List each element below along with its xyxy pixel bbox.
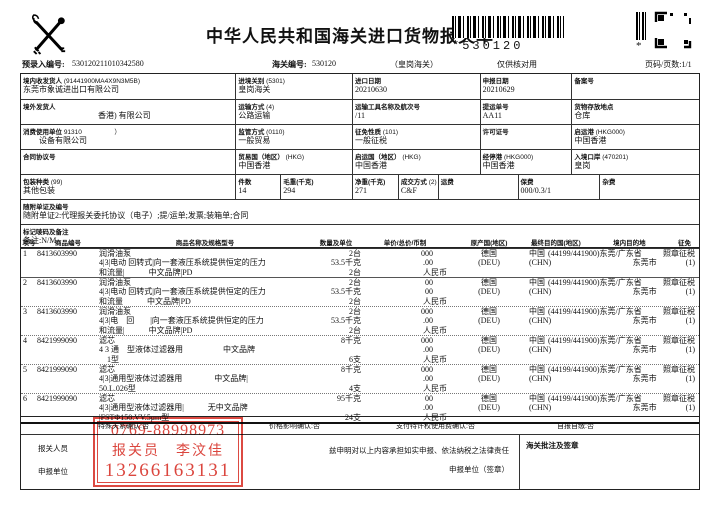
special-relation-confirm: 特殊关系确认:否 — [98, 423, 149, 430]
item-duty: 照章征税 — [663, 249, 695, 258]
barcode: *530120 — [452, 16, 564, 53]
stamp-mobile: 13266163131 — [104, 460, 232, 481]
field-trade-country: 贸易国（地区） (HKG) 中国香港 — [235, 150, 352, 174]
field-transaction-terms: 成交方式 (2) C&F — [397, 175, 438, 199]
field-vessel-voyage: 运输工具名称及航次号 /11 — [352, 100, 480, 124]
col-hs-code: 商品编号 — [55, 240, 81, 247]
col-domestic-dest: 境内目的地 — [613, 240, 646, 247]
confirmation-row: 特殊关系确认:否 价格影响确认:否 支付特许权使用费确认:否 自报自缴:否 — [21, 417, 699, 435]
check-note: 仅供核对用 — [497, 60, 537, 69]
field-insurance: 保费 000/0.3/1 — [517, 175, 600, 199]
barcode-stripes — [452, 16, 564, 38]
field-departure-port: 启运港 (HKG000) 中国香港 — [571, 125, 699, 149]
item-no: 1 — [23, 249, 27, 258]
item-dest: 中国 — [529, 249, 545, 258]
field-entry-customs: 进境关别 (5301) 皇岗海关 — [235, 74, 352, 99]
field-consumer-unit: 消费使用单位 91310 ） 设备有限公司 — [23, 129, 121, 145]
pre-entry-number: 530120211010342580 — [72, 59, 144, 68]
goods-table-header: 项号 商品编号 商品名称及规格型号 数量及单位 单价/总价/币制 原产国(地区)… — [21, 236, 699, 249]
customs-note-label: 海关批注及签章 — [526, 441, 579, 450]
field-row: 合同协议号 贸易国（地区） (HKG) 中国香港 启运国（地区） (HKG) 中… — [21, 149, 699, 174]
item-qty: 2台 — [349, 249, 361, 258]
field-row: 包装种类 (99) 其他包装 件数 14 毛重(千克) 294 净重(千克) 2… — [21, 174, 699, 199]
col-price-currency: 单价/总价/币制 — [383, 240, 427, 247]
page-note: 页码/页数:1/1 — [645, 60, 692, 69]
col-origin-country: 原产国(地区) — [470, 240, 508, 247]
field-consignee: 境内收发货人 (91441900MA4X9N3M5B) 东莞市象诚进出口有限公司 — [21, 74, 235, 99]
field-row: 消费使用单位 91310 ） 设备有限公司 监管方式 (0110) 一般贸易 征… — [21, 124, 699, 149]
port-note: （皇岗海关） — [390, 60, 438, 69]
col-dest-country: 最终目的国(地区) — [531, 240, 581, 247]
goods-table: 项号 商品编号 商品名称及规格型号 数量及单位 单价/总价/币制 原产国(地区)… — [20, 236, 700, 424]
meta-line: 预录入编号: 530120211010342580 海关编号: 530120 （… — [0, 59, 720, 71]
declare-unit-label: 申报单位 — [38, 467, 68, 476]
goods-row-3: 3 8413603990 润滑油泵 2台 000 德国 中国 (44199/441900)东莞… — [21, 306, 699, 335]
field-value: 东莞市象诚进出口有限公司 — [23, 85, 119, 94]
sign-label: 申报单位（签章） — [449, 465, 509, 474]
agent-label: 报关人员 — [38, 444, 68, 453]
customs-number: 530120 — [312, 59, 336, 68]
field-supervision-mode: 监管方式 (0110) 一般贸易 — [235, 125, 352, 149]
goods-row-1: 1 8413603990 润滑油泵 2台 000 德国 中国 (44199/441900)东莞… — [23, 249, 695, 277]
field-misc-fees: 杂费 — [599, 175, 699, 199]
royalty-fee-confirm: 支付特许权使用费确认:否 — [396, 423, 475, 430]
statement-text: 兹申明对以上内容承担如实申报、依法纳税之法律责任 — [329, 446, 509, 455]
declarant-labels: 报关人员 申报单位 — [21, 435, 241, 489]
declaration-statement: 兹申明对以上内容承担如实申报、依法纳税之法律责任 申报单位（签章） — [241, 435, 519, 489]
stamp-broker-name: 报关员 李汶佳 — [112, 444, 224, 459]
field-package-type: 包装种类 (99) 其他包装 — [23, 179, 63, 195]
item-origin: 德国 — [481, 249, 497, 258]
pre-entry-label: 预录入编号: — [22, 60, 65, 69]
field-overseas-shipper: 境外发货人 香港) 有限公司 — [23, 104, 151, 120]
self-declare-confirm: 自报自缴:否 — [557, 423, 594, 430]
field-record-no: 备案号 — [571, 74, 699, 99]
field-attached-docs: 随附单证及编号 随附单证2:代理报关委托协议（电子）;提/运单;发票;装箱单;合… — [21, 199, 699, 224]
goods-row-2: 2 8413603990 润滑油泵 2台 00 德国 中国 (44199/441900)东莞/… — [21, 277, 699, 306]
field-transit-port: 经停港 (HKG000) 中国香港 — [479, 150, 572, 174]
field-row: 境外发货人 香港) 有限公司 运输方式 (4) 公路运输 运输工具名称及航次号 … — [21, 99, 699, 124]
price-influence-confirm: 价格影响确认:否 — [269, 423, 320, 430]
field-departure-country: 启运国（地区） (HKG) 中国香港 — [352, 150, 480, 174]
col-name-spec: 商品名称及规格型号 — [175, 240, 235, 247]
col-item-no: 项号 — [22, 240, 36, 247]
col-qty-unit: 数量及单位 — [319, 240, 353, 247]
col-duty: 征免 — [678, 240, 691, 247]
item-domestic-dest: (44199/441900)东莞/广东省 — [548, 249, 642, 258]
field-row: 境内收发货人 (91441900MA4X9N3M5B) 东莞市象诚进出口有限公司… — [21, 74, 699, 99]
item-price: 000 — [421, 249, 433, 258]
field-gross-weight: 毛重(千克) 294 — [280, 175, 352, 199]
field-label: 境内收发货人 — [23, 78, 62, 85]
field-license-no: 许可证号 — [479, 125, 572, 149]
qr-code-partial — [654, 11, 692, 49]
item-hs-code: 8413603990 — [37, 249, 77, 258]
field-net-weight: 净重(千克) 271 — [352, 175, 398, 199]
field-levy-nature: 征免性质 (101) 一般征税 — [352, 125, 480, 149]
broker-stamp: 0769-88998973 报关员 李汶佳 13266163131 — [93, 417, 243, 487]
customs-emblem-icon — [31, 14, 66, 55]
customs-no-label: 海关编号: — [272, 60, 307, 69]
field-freight: 运费 — [437, 175, 518, 199]
item-name: 润滑油泵 — [99, 249, 131, 258]
field-bill-no: 提运单号 AA11 — [479, 100, 572, 124]
corner-star: * — [636, 40, 642, 52]
stamp-phone: 0769-88998973 — [110, 422, 226, 439]
field-declare-date: 申报日期 20210629 — [479, 74, 572, 99]
field-entry-port: 入境口岸 (470201) 皇岗 — [571, 150, 699, 174]
customs-endorsement-cell: 海关批注及签章 — [519, 435, 699, 489]
field-transport-mode: 运输方式 (4) 公路运输 — [235, 100, 352, 124]
field-import-date: 进口日期 20210630 — [352, 74, 480, 99]
declaration-fields: 境内收发货人 (91441900MA4X9N3M5B) 东莞市象诚进出口有限公司… — [20, 73, 700, 248]
form-title: 中华人民共和国海关进口货物报关单 — [206, 27, 494, 46]
corner-barcode — [636, 12, 646, 40]
goods-row-5: 5 8421999090 滤芯 8千克 000 德国 中国 (44199/441900)东莞/… — [21, 364, 699, 393]
footer-section: 特殊关系确认:否 价格影响确认:否 支付特许权使用费确认:否 自报自缴:否 报关… — [20, 416, 700, 490]
field-storage-place: 货物存放地点 仓库 — [571, 100, 699, 124]
field-piece-count: 件数 14 — [235, 175, 280, 199]
goods-row-4: 4 8421999090 滤芯 8千克 000 德国 中国 (44199/441900)东莞/… — [21, 335, 699, 364]
field-contract-no: 合同协议号 — [23, 154, 56, 161]
field-code: (91441900MA4X9N3M5B) — [63, 78, 141, 85]
field-marks-remarks: 标记唛码及备注 备注:N/M — [21, 224, 699, 247]
barcode-text: *530120 — [452, 39, 524, 53]
